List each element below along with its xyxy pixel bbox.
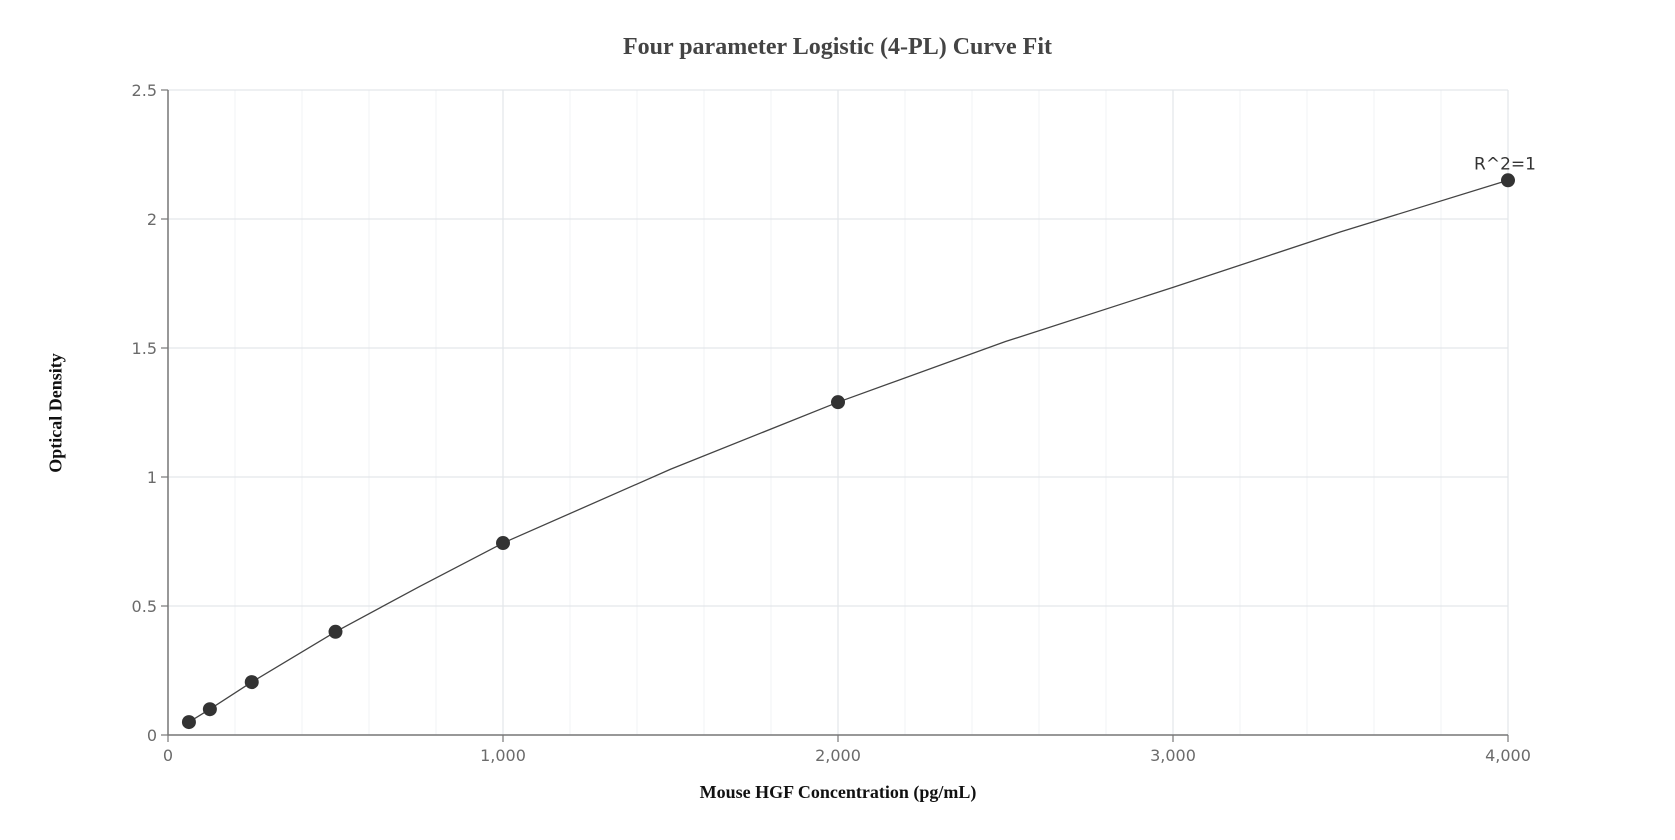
data-point bbox=[1501, 173, 1515, 188]
y-tick-label: 1.5 bbox=[132, 339, 157, 358]
x-tick-label: 1,000 bbox=[480, 746, 526, 765]
data-point bbox=[202, 702, 217, 717]
data-point bbox=[244, 675, 259, 690]
data-point bbox=[496, 536, 510, 551]
y-tick-label: 1 bbox=[147, 468, 157, 487]
data-point bbox=[181, 715, 196, 730]
data-point bbox=[328, 624, 343, 639]
tick-labels: 0 1,000 2,000 3,000 4,000 0 0.5 1 1.5 2 2.5 bbox=[132, 81, 1531, 765]
y-tick-label: 0 bbox=[147, 726, 157, 745]
fit-curve bbox=[188, 179, 1509, 723]
minor-gridlines bbox=[234, 90, 1442, 735]
x-tick-label: 0 bbox=[163, 746, 173, 765]
major-gridlines bbox=[168, 89, 1509, 735]
x-tick-label: 3,000 bbox=[1150, 746, 1196, 765]
x-tick-label: 2,000 bbox=[815, 746, 861, 765]
annotations: R^2=1 bbox=[1474, 154, 1536, 174]
data-points bbox=[181, 173, 1515, 730]
y-tick-label: 0.5 bbox=[132, 597, 157, 616]
y-tick-label: 2.5 bbox=[132, 81, 157, 100]
chart-title: Four parameter Logistic (4-PL) Curve Fit bbox=[622, 34, 1052, 60]
axes bbox=[161, 89, 1509, 742]
data-point bbox=[831, 395, 845, 410]
y-tick-label: 2 bbox=[147, 210, 157, 229]
x-axis-label: Mouse HGF Concentration (pg/mL) bbox=[699, 782, 977, 802]
x-tick-label: 4,000 bbox=[1485, 746, 1531, 765]
r-squared-annotation: R^2=1 bbox=[1474, 154, 1536, 174]
